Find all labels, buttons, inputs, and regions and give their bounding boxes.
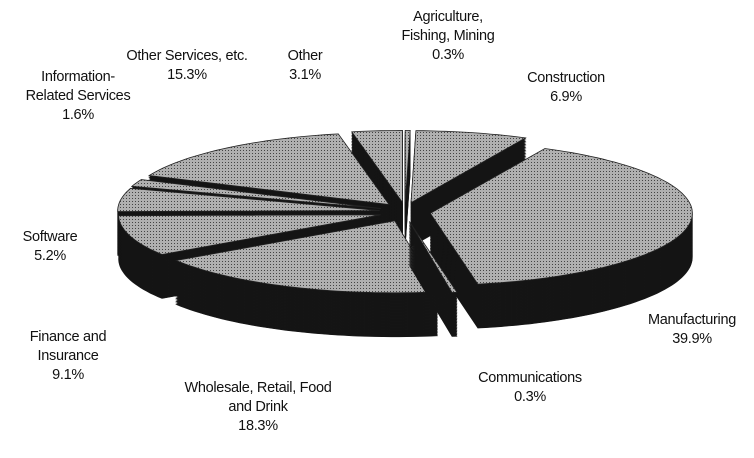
value-label: 0.3% — [432, 47, 464, 63]
slice — [117, 187, 380, 212]
slice-label: Agriculture, Fishing, Mining 0.3% — [401, 8, 494, 65]
slice-label: Other 3.1% — [288, 47, 323, 85]
slice — [404, 130, 411, 203]
slice — [409, 221, 458, 293]
category-name: Construction — [527, 70, 605, 86]
slice — [118, 214, 381, 255]
category-name: Manufacturing — [648, 312, 736, 328]
value-label: 18.3% — [238, 418, 278, 434]
slice-label: Wholesale, Retail, Food and Drink 18.3% — [184, 379, 331, 436]
value-label: 5.2% — [34, 248, 66, 264]
category-name: Other Services, etc. — [126, 48, 248, 64]
slice-label: Communications 0.3% — [478, 369, 582, 407]
category-name: Information- Related Services — [25, 69, 131, 104]
slice — [351, 129, 403, 204]
slice-label: Information- Related Services 1.6% — [26, 68, 131, 125]
slice-side — [409, 221, 458, 337]
value-label: 3.1% — [289, 67, 321, 83]
category-name: Communications — [478, 370, 582, 386]
category-name: Software — [22, 229, 78, 245]
category-name: Finance and Insurance — [29, 329, 107, 364]
slice — [147, 133, 390, 206]
value-label: 1.6% — [62, 107, 94, 123]
slice — [410, 130, 527, 204]
slice-label: Manufacturing 39.9% — [648, 311, 736, 349]
slice — [130, 179, 382, 209]
slice-label: Finance and Insurance 9.1% — [30, 328, 107, 385]
slice — [429, 148, 693, 285]
slice-label: Construction 6.9% — [527, 69, 605, 107]
value-label: 6.9% — [550, 89, 582, 105]
category-name: Agriculture, Fishing, Mining — [401, 9, 495, 44]
slice — [174, 220, 439, 294]
slice-label: Software 5.2% — [23, 228, 78, 266]
value-label: 15.3% — [167, 67, 207, 83]
category-name: Wholesale, Retail, Food and Drink — [184, 380, 332, 415]
value-label: 9.1% — [52, 367, 84, 383]
value-label: 0.3% — [514, 389, 546, 405]
category-name: Other — [287, 48, 323, 64]
value-label: 39.9% — [672, 331, 712, 347]
slice-label: Other Services, etc. 15.3% — [126, 47, 248, 85]
